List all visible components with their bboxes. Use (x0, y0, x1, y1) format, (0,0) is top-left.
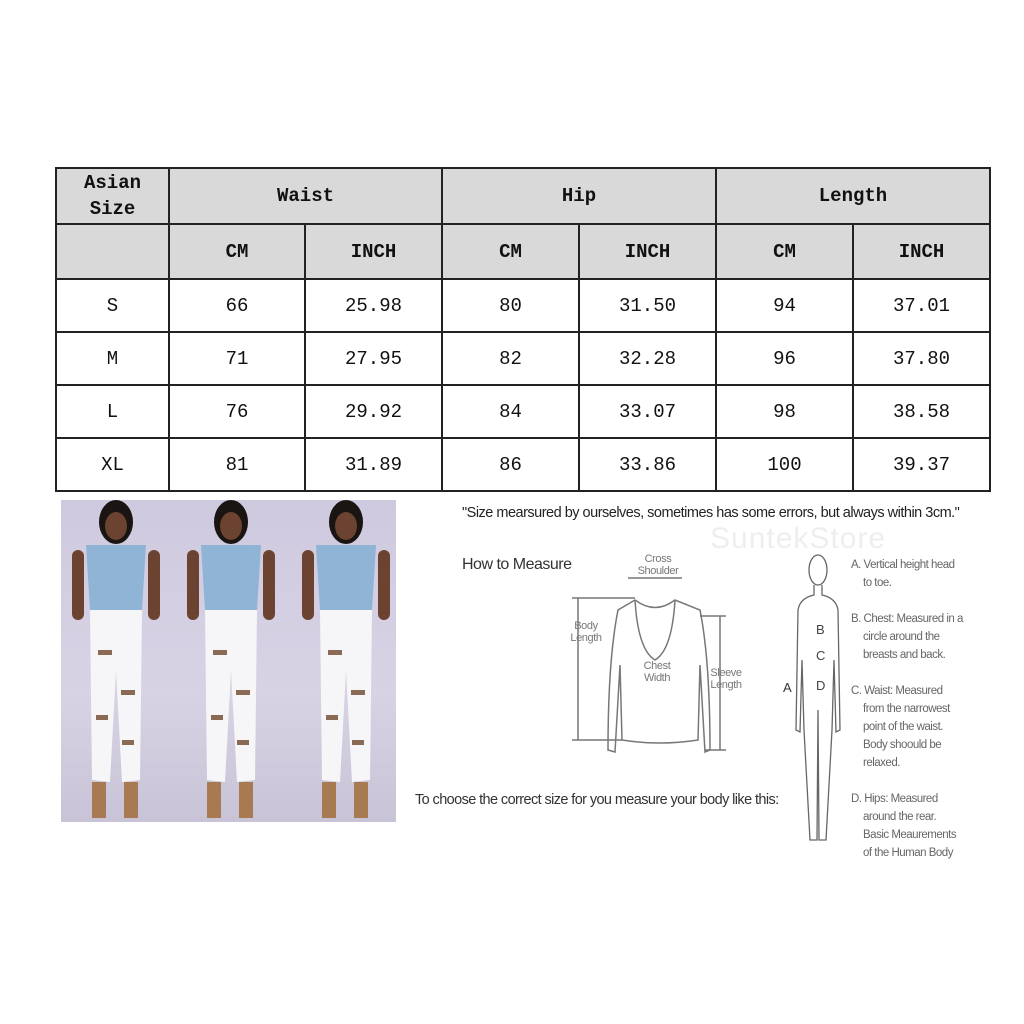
sleeve-length-label: Sleeve Length (710, 667, 742, 691)
value-cell: 29.92 (304, 384, 443, 439)
how-to-measure-title: How to Measure (462, 556, 572, 573)
description-c: C. Waist: Measured from the narrowest poin… (851, 685, 950, 769)
description-a: A. Vertical height head to toe. (851, 559, 955, 589)
unit-header: CM (715, 223, 854, 280)
measurement-note: "Size mearsured by ourselves, sometimes … (462, 505, 960, 521)
value-cell: 98 (715, 384, 854, 439)
models-illustration (72, 500, 390, 818)
value-cell: 66 (168, 278, 306, 333)
value-cell: 33.86 (578, 437, 717, 492)
value-cell: 84 (441, 384, 580, 439)
model-figure (187, 500, 275, 818)
value-cell: 25.98 (304, 278, 443, 333)
value-cell: 37.01 (852, 278, 991, 333)
value-cell: 94 (715, 278, 854, 333)
value-cell: 80 (441, 278, 580, 333)
model-figure (72, 500, 160, 818)
marker-a: A (783, 680, 792, 695)
size-cell: XL (55, 437, 170, 492)
size-cell: S (55, 278, 170, 333)
value-cell: 71 (168, 331, 306, 386)
group-header-waist: Waist (168, 167, 443, 225)
model-figure (302, 500, 390, 818)
value-cell: 33.07 (578, 384, 717, 439)
choose-size-instruction: To choose the correct size for you measu… (415, 792, 779, 808)
body-length-label: Body Length (570, 620, 602, 644)
table-row: S 66 25.98 80 31.50 94 37.01 (55, 278, 991, 333)
value-cell: 86 (441, 437, 580, 492)
unit-header: CM (441, 223, 580, 280)
chest-width-label: Chest Width (643, 660, 671, 684)
unit-header: INCH (852, 223, 991, 280)
marker-b: B (816, 622, 825, 637)
value-cell: 96 (715, 331, 854, 386)
group-header-length: Length (715, 167, 991, 225)
marker-c: C (816, 648, 825, 663)
size-chart-table: Asian Size Waist Hip Length CM INCH CM I… (55, 167, 991, 492)
value-cell: 81 (168, 437, 306, 492)
watermark: SuntekStore (710, 522, 887, 555)
table-row: L 76 29.92 84 33.07 98 38.58 (55, 384, 991, 439)
value-cell: 32.28 (578, 331, 717, 386)
empty-header-cell (55, 223, 170, 280)
value-cell: 27.95 (304, 331, 443, 386)
size-cell: L (55, 384, 170, 439)
value-cell: 31.50 (578, 278, 717, 333)
unit-header: CM (168, 223, 306, 280)
size-header: Asian Size (55, 167, 170, 225)
value-cell: 37.80 (852, 331, 991, 386)
value-cell: 100 (715, 437, 854, 492)
value-cell: 82 (441, 331, 580, 386)
body-diagram: B C D (795, 554, 841, 841)
value-cell: 76 (168, 384, 306, 439)
description-d: D. Hips: Measured around the rear. Basic M… (851, 793, 957, 859)
table-row: XL 81 31.89 86 33.86 100 39.37 (55, 437, 991, 492)
value-cell: 39.37 (852, 437, 991, 492)
value-cell: 38.58 (852, 384, 991, 439)
size-cell: M (55, 331, 170, 386)
garment-diagram (572, 577, 726, 754)
product-photo-white-ripped-jeans (61, 500, 396, 822)
cross-shoulder-label: Cross Shoulder (637, 553, 679, 577)
value-cell: 31.89 (304, 437, 443, 492)
description-b: B. Chest: Measured in a circle around the… (851, 613, 963, 661)
group-header-hip: Hip (441, 167, 717, 225)
table-row: M 71 27.95 82 32.28 96 37.80 (55, 331, 991, 386)
unit-header: INCH (578, 223, 717, 280)
marker-d: D (816, 678, 825, 693)
unit-header: INCH (304, 223, 443, 280)
